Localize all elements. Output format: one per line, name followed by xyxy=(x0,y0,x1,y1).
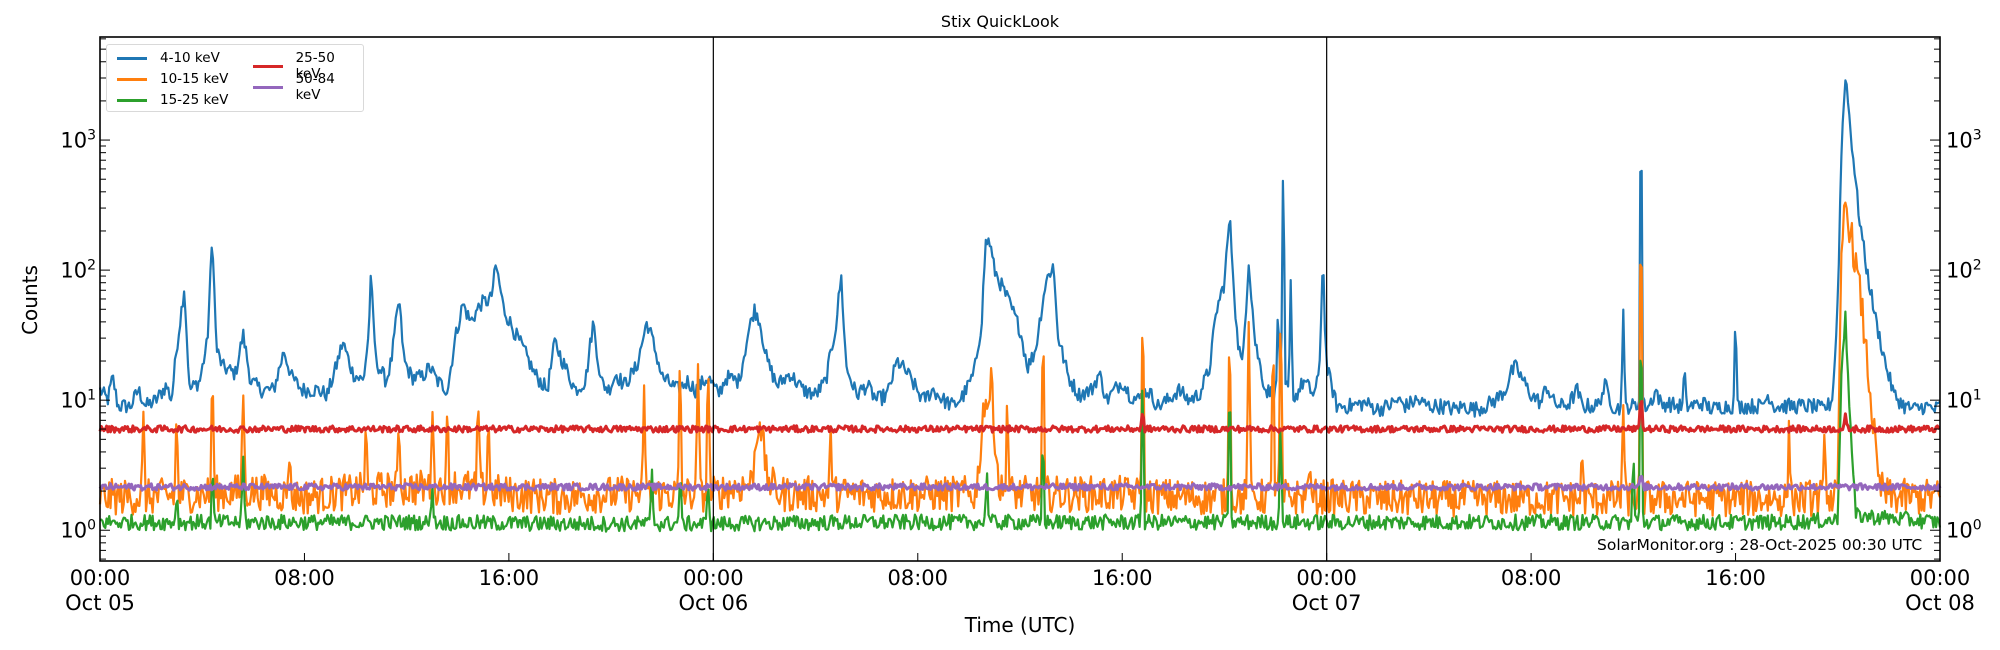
x-tick-label: 00:00 Oct 07 xyxy=(1291,566,1362,615)
legend-swatch xyxy=(253,85,283,89)
y-tick-label-right: 100 xyxy=(1946,517,1982,543)
x-tick-label: 00:00 Oct 08 xyxy=(1905,566,1975,615)
x-axis-label: Time (UTC) xyxy=(964,613,1076,637)
series-line-10-15-keV xyxy=(98,201,1942,518)
legend-label: 50-84 keV xyxy=(295,71,335,103)
legend-swatch xyxy=(117,77,147,81)
y-tick-label-right: 103 xyxy=(1946,127,1982,153)
legend-label: 25-50 keV xyxy=(295,50,335,82)
legend-swatch xyxy=(253,64,283,68)
x-tick-label: 16:00 xyxy=(1091,566,1153,590)
legend-label: 15-25 keV xyxy=(160,92,229,108)
legend-label: 4-10 keV xyxy=(160,50,220,66)
x-tick-label: 08:00 xyxy=(1500,566,1562,590)
y-tick-label-right: 102 xyxy=(1946,257,1982,283)
y-axis-label: Counts xyxy=(18,265,42,335)
plot-frame xyxy=(99,36,1941,562)
y-tick-label-left: 102 xyxy=(60,257,96,283)
y-tick-label-left: 103 xyxy=(60,127,96,153)
legend-item-10-15: 10-15 keV xyxy=(117,71,228,87)
legend-swatch xyxy=(117,56,147,60)
y-tick-label-right: 101 xyxy=(1946,387,1982,413)
legend-item-50-84: 50-84 keV xyxy=(253,71,363,103)
y-tick-label-left: 100 xyxy=(60,517,96,543)
series-line-50-84-keV xyxy=(98,474,1942,492)
series-lines xyxy=(98,79,1942,533)
legend-swatch xyxy=(117,98,147,102)
axis-ticks xyxy=(99,38,1941,561)
x-tick-label: 08:00 xyxy=(274,566,335,590)
solarmonitor-annotation: SolarMonitor.org : 28-Oct-2025 00:30 UTC xyxy=(1597,536,1923,554)
x-tick-label: 16:00 xyxy=(1705,566,1766,590)
series-line-15-25-keV xyxy=(99,310,1942,533)
day-dividers xyxy=(712,37,1328,561)
legend-item-25-50: 25-50 keV xyxy=(253,50,363,82)
legend-item-4-10: 4-10 keV xyxy=(117,50,220,66)
chart-title: Stix QuickLook xyxy=(940,12,1060,31)
legend: 4-10 keV 10-15 keV 15-25 keV 25-50 keV 5… xyxy=(106,44,364,112)
x-tick-label: 00:00 Oct 05 xyxy=(65,566,135,615)
x-tick-label: 00:00 Oct 06 xyxy=(678,566,749,615)
x-tick-label: 08:00 xyxy=(887,566,949,590)
legend-item-15-25: 15-25 keV xyxy=(117,92,228,108)
legend-label: 10-15 keV xyxy=(160,71,229,87)
series-line-4-10-keV xyxy=(98,79,1941,418)
x-tick-label: 16:00 xyxy=(478,566,540,590)
series-line-25-50-keV xyxy=(98,399,1941,434)
y-tick-label-left: 101 xyxy=(60,387,96,413)
